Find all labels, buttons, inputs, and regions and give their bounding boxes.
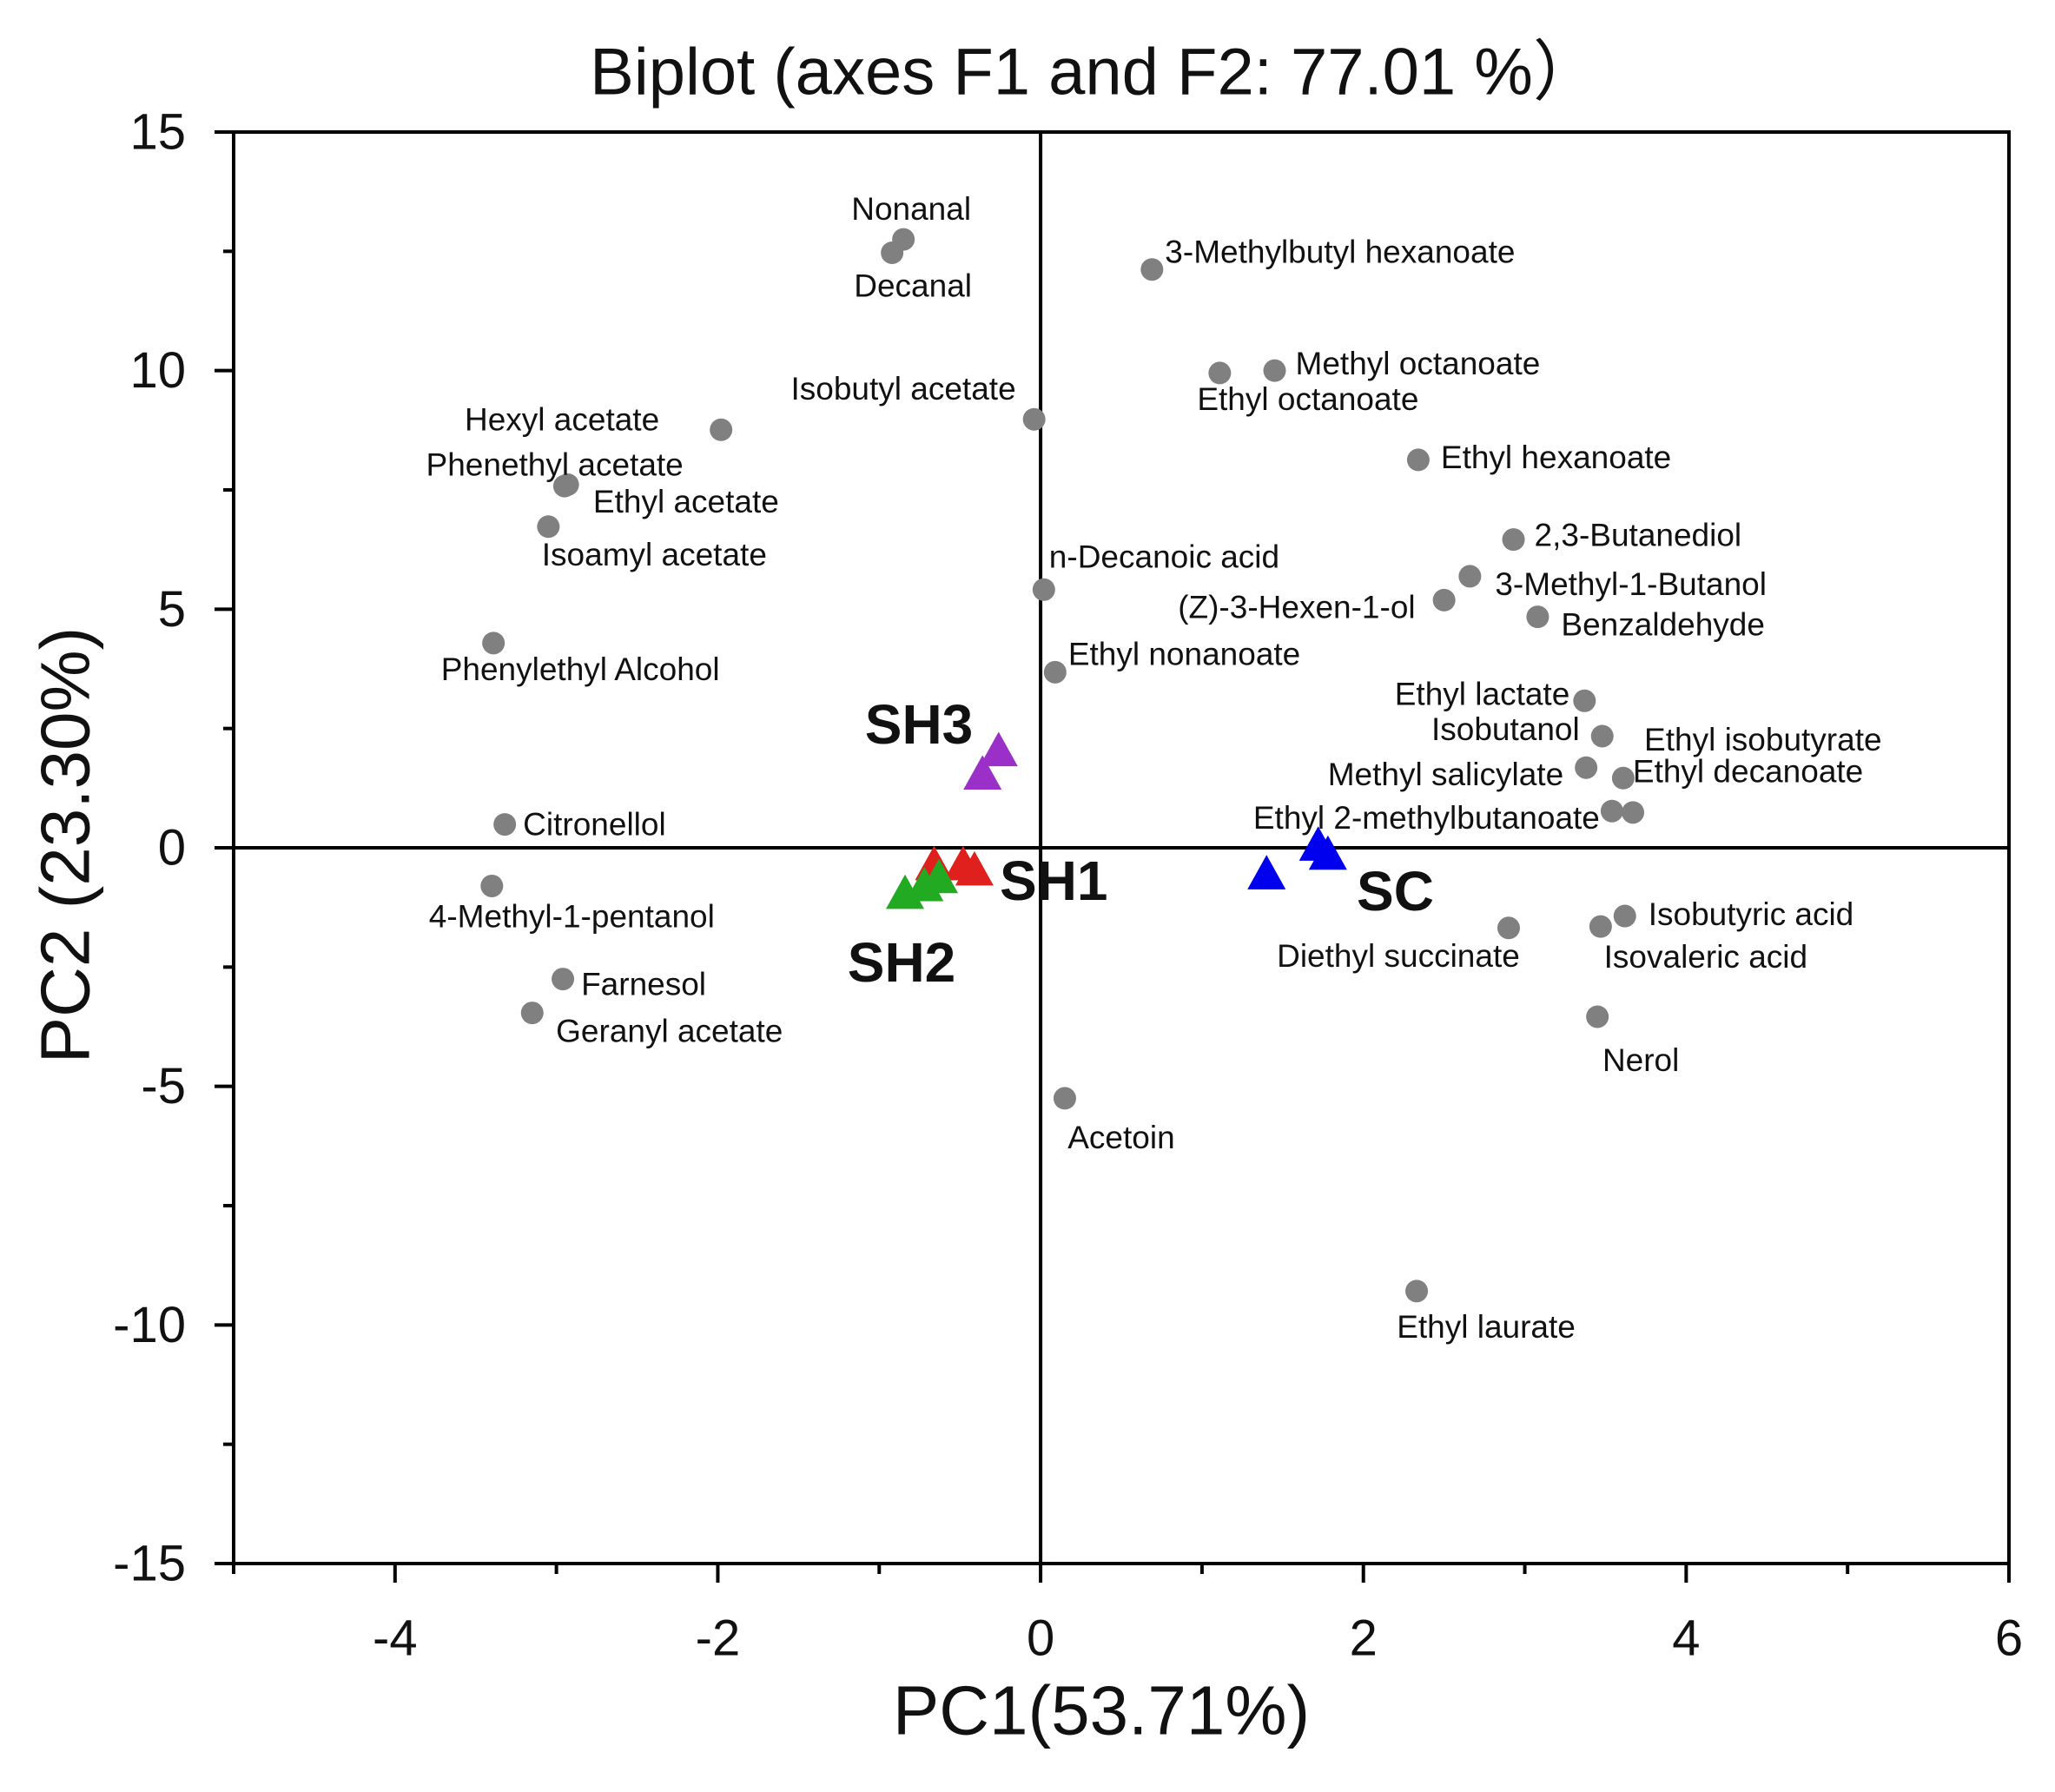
variable-label: Isobutanol	[1431, 711, 1580, 747]
variable-label: (Z)-3-Hexen-1-ol	[1178, 589, 1415, 625]
variable-point	[493, 813, 517, 836]
variable-label: 4-Methyl-1-pentanol	[429, 898, 715, 934]
sample-points: SH3 SH1 SH2 SC	[848, 693, 1434, 994]
variable-point	[1432, 588, 1456, 612]
variable-point	[537, 515, 560, 539]
y-axis-label: PC2 (23.30%)	[27, 627, 104, 1063]
variable-point	[552, 474, 576, 498]
variable-label: Isobutyric acid	[1649, 896, 1854, 932]
variable-point	[552, 968, 575, 991]
y-tick-label: 10	[129, 342, 186, 399]
variable-label: Citronellol	[523, 807, 666, 843]
variable-point	[1613, 904, 1636, 928]
variable-point	[520, 1002, 544, 1025]
x-tick-label: 6	[1995, 1610, 2023, 1667]
sample-label: SH3	[865, 693, 974, 756]
y-tick-label: 0	[158, 820, 186, 876]
variable-label: Farnesol	[581, 967, 706, 1002]
x-tick-label: -2	[696, 1610, 741, 1667]
y-tick-label: 15	[129, 104, 186, 161]
variable-point	[1208, 361, 1232, 385]
variable-point	[1526, 605, 1550, 629]
variable-point	[1406, 448, 1430, 472]
variable-point	[1573, 689, 1596, 712]
variable-point	[1140, 258, 1164, 281]
variable-label: Benzaldehyde	[1561, 607, 1765, 643]
variable-point	[482, 631, 505, 655]
sample-triangle-sc	[1308, 835, 1347, 870]
sample-triangle-sh3	[979, 731, 1018, 767]
axes: -4 -2 0 2 4 6 15 10 5 0 -5 -10 -15	[113, 104, 2023, 1667]
sample-triangle-sc	[1247, 855, 1286, 889]
variable-points: Nonanal Decanal 3-Methylbutyl hexanoate Met…	[426, 191, 1882, 1345]
variable-point	[1405, 1280, 1429, 1303]
chart-title: Biplot (axes F1 and F2: 77.01 %）	[590, 36, 1599, 109]
variable-label: Ethyl laurate	[1397, 1309, 1576, 1345]
variable-label: Phenylethyl Alcohol	[441, 651, 720, 687]
variable-label: Hexyl acetate	[465, 401, 659, 437]
x-tick-label: 4	[1672, 1610, 1700, 1667]
variable-label: Ethyl octanoate	[1197, 381, 1418, 417]
variable-point	[1032, 578, 1055, 601]
x-tick-label: 2	[1350, 1610, 1378, 1667]
variable-point	[1590, 724, 1614, 748]
y-tick-label: -15	[113, 1536, 186, 1592]
variable-label: Methyl octanoate	[1296, 346, 1541, 381]
variable-point	[1622, 801, 1645, 824]
variable-label: Methyl salicylate	[1328, 757, 1563, 792]
variable-point	[1043, 660, 1067, 684]
variable-label: Ethyl decanoate	[1633, 753, 1863, 789]
variable-point	[1022, 407, 1046, 431]
x-tick-label: -4	[373, 1610, 418, 1667]
variable-point	[1589, 915, 1612, 938]
variable-label: Isobutyl acetate	[790, 371, 1015, 407]
variable-label: Ethyl 2-methylbutanoate	[1253, 800, 1600, 836]
x-axis-label: PC1(53.71%)	[893, 1672, 1310, 1749]
sample-triangle-sh1	[955, 850, 994, 886]
variable-label: Decanal	[854, 268, 972, 303]
variable-label: Nerol	[1602, 1042, 1679, 1078]
variable-point	[1458, 565, 1482, 588]
variable-label: Ethyl isobutyrate	[1644, 722, 1882, 757]
y-tick-label: -10	[113, 1297, 186, 1353]
variable-label: Isovaleric acid	[1604, 939, 1807, 975]
y-tick-label: 5	[158, 581, 186, 638]
variable-point	[1611, 766, 1635, 790]
sample-label: SC	[1357, 860, 1434, 922]
variable-label: Ethyl acetate	[593, 484, 779, 519]
variable-label: 3-Methylbutyl hexanoate	[1165, 235, 1515, 270]
variable-point	[1263, 359, 1286, 382]
variable-label: Isoamyl acetate	[542, 537, 767, 572]
variable-point	[1600, 799, 1623, 823]
variable-point	[1053, 1087, 1076, 1110]
variable-label: Geranyl acetate	[556, 1014, 783, 1049]
variable-point	[1497, 916, 1520, 940]
variable-label: Ethyl lactate	[1395, 676, 1570, 711]
variable-point	[881, 241, 904, 264]
x-tick-label: 0	[1027, 1610, 1054, 1667]
variable-label: Diethyl succinate	[1277, 938, 1520, 974]
y-tick-label: -5	[141, 1058, 186, 1114]
variable-point	[710, 418, 733, 441]
variable-label: Ethyl hexanoate	[1441, 440, 1671, 475]
variable-label: Acetoin	[1067, 1120, 1174, 1155]
variable-label: n-Decanoic acid	[1049, 539, 1279, 574]
variable-label: 2,3-Butanediol	[1535, 518, 1742, 553]
sample-triangle-sh3	[963, 755, 1002, 790]
sample-triangle-sh2	[920, 858, 959, 894]
variable-label: Nonanal	[851, 191, 971, 227]
sample-label: SH2	[848, 931, 956, 994]
variable-label: Phenethyl acetate	[426, 446, 684, 482]
variable-point	[1586, 1005, 1609, 1028]
sample-label: SH1	[1000, 850, 1108, 912]
variable-label: Ethyl nonanoate	[1068, 636, 1300, 671]
variable-point	[480, 874, 504, 897]
variable-point	[1575, 756, 1598, 779]
variable-point	[1502, 528, 1525, 552]
variable-label: 3-Methyl-1-Butanol	[1495, 566, 1767, 602]
